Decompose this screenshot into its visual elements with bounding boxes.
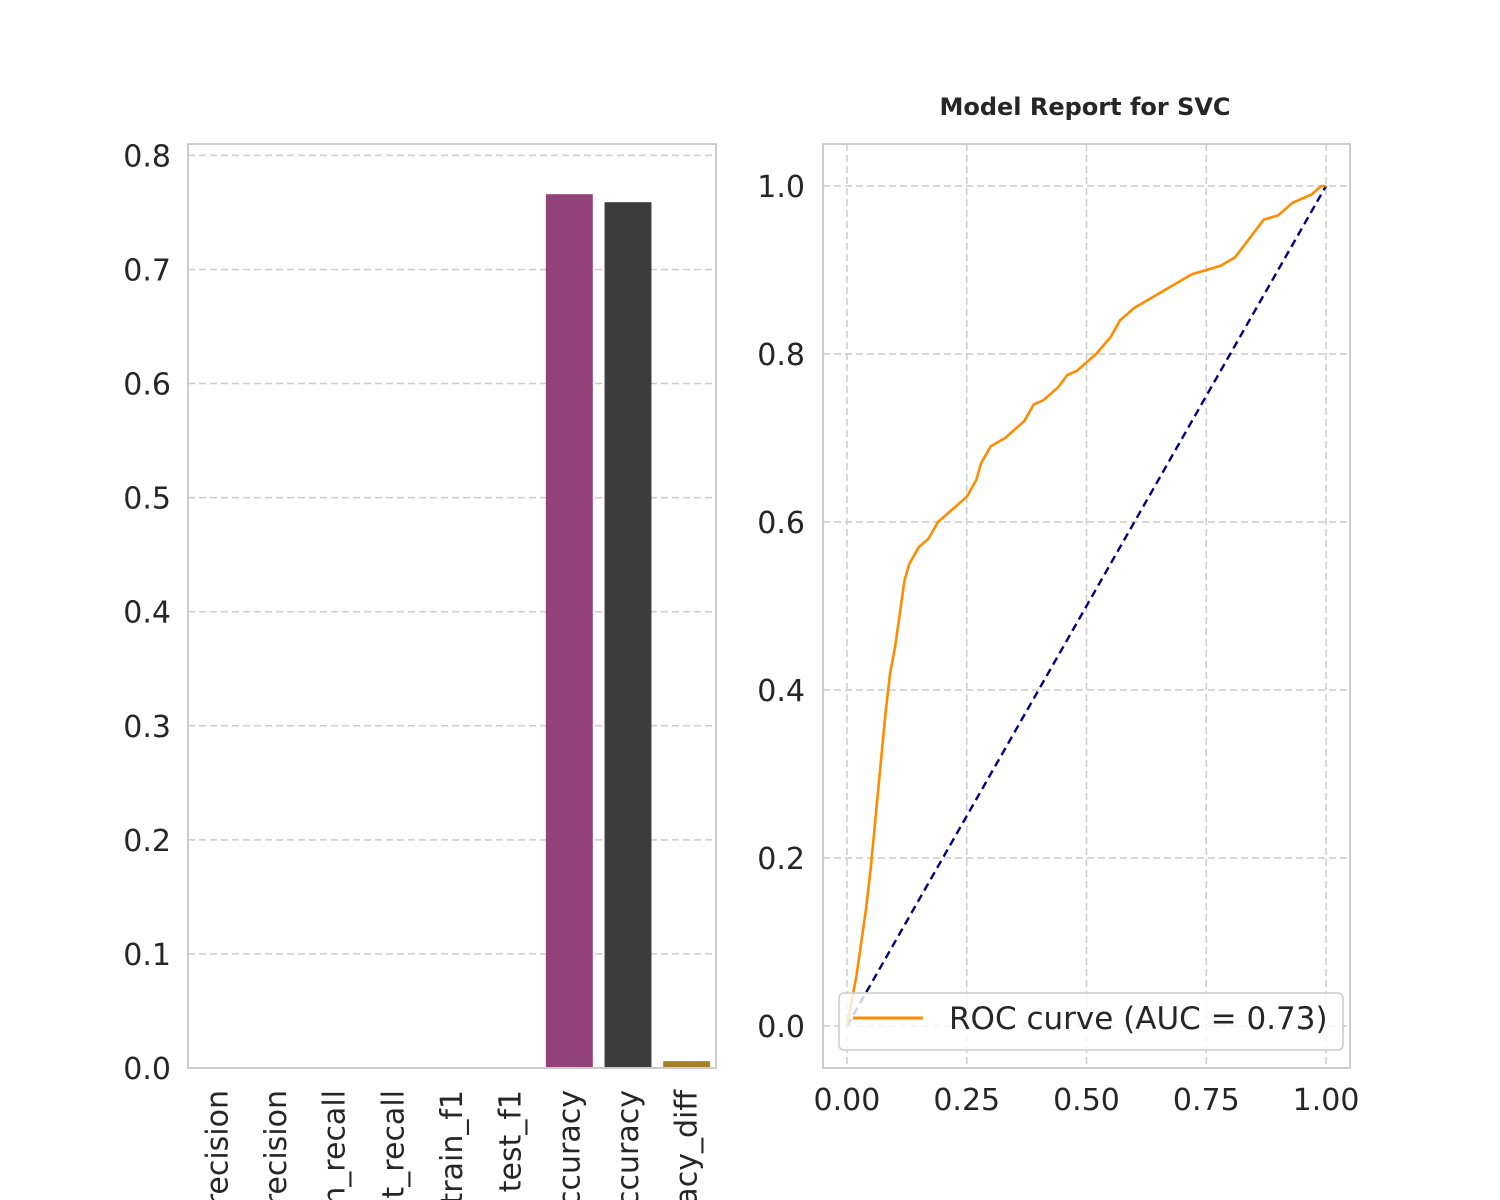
bar-chart-bars [545, 194, 711, 1068]
roc-x-tick-label: 0.50 [1053, 1083, 1120, 1118]
chart-title: Model Report for SVC [939, 93, 1230, 121]
bar-x-tick-label: ccuracy [611, 1090, 646, 1200]
roc-y-tick-label: 0.4 [757, 674, 805, 709]
bar-chart-y-tick-labels: 0.0 0.1 0.2 0.3 0.4 0.5 0.6 0.7 0.8 [123, 139, 171, 1087]
bar-x-tick-label: t_recall [376, 1090, 411, 1198]
bar-y-tick-label: 0.7 [123, 253, 171, 288]
bar-x-tick-label: recision [259, 1090, 294, 1200]
bar-chart-frame [187, 143, 717, 1069]
legend-box [838, 992, 1344, 1051]
bar-test_accuracy [604, 202, 652, 1068]
roc-chart-y-tick-labels: 0.0 0.2 0.4 0.6 0.8 1.0 [757, 170, 805, 1045]
roc-chart-x-tick-labels: 0.00 0.25 0.50 0.75 1.00 [814, 1083, 1360, 1118]
bar-train_accuracy [545, 194, 593, 1068]
roc-x-tick-label: 0.75 [1173, 1083, 1240, 1118]
roc-x-tick-label: 0.00 [814, 1083, 881, 1118]
bar-accuracy_diff [663, 1061, 711, 1068]
legend-label-roc-curve: ROC curve (AUC = 0.73) [949, 1001, 1328, 1037]
bar-y-tick-label: 0.2 [123, 824, 171, 859]
roc-y-tick-label: 1.0 [757, 170, 805, 205]
bar-y-tick-label: 0.4 [123, 596, 171, 631]
bar-y-tick-label: 0.0 [123, 1052, 171, 1087]
roc-y-tick-label: 0.2 [757, 842, 805, 877]
roc-y-tick-label: 0.6 [757, 506, 805, 541]
roc-x-tick-label: 1.00 [1293, 1083, 1360, 1118]
bar-x-tick-label: ccuracy [552, 1090, 587, 1200]
bar-y-tick-label: 0.6 [123, 368, 171, 403]
bar-y-tick-label: 0.1 [123, 938, 171, 973]
bar-x-tick-label: test_f1 [494, 1090, 529, 1192]
roc-chart-panel: Model Report for SVC 0.00.20.40.60.81.0 … [757, 93, 1359, 1118]
bar-chart-x-tick-labels: recision recision n_recall t_recall train_f1… [200, 1089, 704, 1200]
roc-x-tick-label: 0.25 [933, 1083, 1000, 1118]
roc-chart-frame [822, 143, 1351, 1069]
bar-y-tick-label: 0.5 [123, 482, 171, 517]
bar-y-tick-label: 0.3 [123, 710, 171, 745]
roc-y-tick-label: 0.8 [757, 338, 805, 373]
roc-chart-legend: ROC curve (AUC = 0.73) [838, 992, 1344, 1051]
roc-chart-lines [845, 184, 1328, 1027]
bar-y-tick-label: 0.8 [123, 139, 171, 174]
chance-diagonal-line [845, 185, 1328, 1027]
bar-x-tick-label: acy_diff [670, 1089, 705, 1200]
bar-x-tick-label: train_f1 [435, 1090, 470, 1200]
bar-x-tick-label: recision [200, 1090, 235, 1200]
roc-curve-line [845, 184, 1326, 1027]
bar-chart-panel: 0.00.10.20.30.40.50.60.70.8 recision reci… [123, 139, 717, 1200]
roc-y-tick-label: 0.0 [757, 1010, 805, 1045]
bar-x-tick-label: n_recall [318, 1090, 353, 1200]
